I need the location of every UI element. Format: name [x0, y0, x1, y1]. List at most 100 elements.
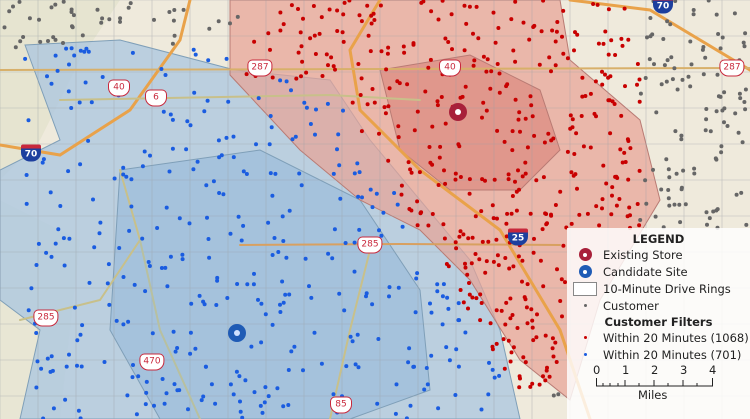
blue-customer-point — [193, 52, 198, 57]
blue-customer-point — [241, 169, 246, 174]
blue-customer-point — [268, 114, 273, 118]
red-customer-point — [525, 321, 530, 326]
blue-customer-point — [355, 161, 360, 166]
existing-store-marker[interactable] — [449, 103, 467, 121]
customer-point — [70, 24, 74, 29]
customer-point — [666, 196, 671, 201]
blue-customer-point — [175, 346, 180, 350]
red-customer-point — [463, 265, 468, 270]
customer-point — [645, 35, 649, 40]
customer-point — [170, 41, 175, 46]
red-customer-point — [505, 211, 510, 216]
red-customer-point — [538, 258, 543, 263]
candidate-site-marker[interactable] — [228, 324, 246, 342]
red-customer-point — [430, 124, 435, 129]
red-customer-point — [401, 44, 406, 49]
blue-customer-point — [286, 403, 291, 407]
red-customer-point — [622, 150, 627, 155]
red-customer-point — [499, 308, 504, 313]
blue-customer-point — [309, 295, 314, 300]
blue-customer-point — [238, 409, 243, 414]
red-customer-point — [575, 32, 580, 37]
customer-point — [638, 218, 643, 222]
blue-customer-point — [89, 100, 94, 105]
blue-customer-point — [256, 96, 261, 101]
blue-customer-point — [211, 179, 216, 184]
red-customer-point — [412, 128, 417, 133]
red-customer-point — [569, 221, 574, 226]
customer-point — [706, 0, 711, 3]
red-customer-point — [359, 129, 364, 134]
blue-customer-point — [215, 275, 220, 280]
red-customer-point — [510, 129, 515, 134]
blue-customer-point — [29, 286, 34, 291]
blue-customer-point — [44, 250, 49, 255]
red-customer-point — [592, 111, 597, 116]
red-customer-point — [524, 305, 529, 310]
blue-customer-point — [69, 106, 74, 110]
blue-customer-point — [266, 220, 271, 225]
blue-customer-point — [224, 135, 229, 140]
red-customer-point — [266, 31, 271, 36]
blue-customer-point — [338, 196, 343, 201]
red-customer-point — [298, 30, 303, 35]
red-customer-point — [517, 385, 522, 390]
us-470-shield: 470 — [139, 353, 165, 371]
blue-customer-point — [252, 271, 256, 276]
blue-customer-point — [171, 329, 176, 334]
red-customer-point — [484, 69, 489, 74]
red-customer-point — [467, 191, 472, 196]
blue-customer-point — [121, 275, 126, 279]
customer-point — [743, 87, 748, 92]
red-customer-point — [534, 335, 539, 340]
blue-customer-point — [341, 108, 345, 113]
red-customer-point — [467, 292, 472, 297]
red-customer-point — [534, 178, 539, 183]
red-customer-point — [570, 117, 575, 122]
customer-point — [654, 110, 659, 115]
blue-customer-point — [121, 322, 126, 327]
red-customer-point — [561, 243, 566, 248]
red-customer-point — [327, 7, 332, 12]
blue-customer-point — [45, 74, 49, 79]
blue-customer-point — [344, 364, 349, 369]
blue-customer-point — [130, 50, 135, 55]
blue-customer-point — [125, 393, 130, 398]
blue-customer-point — [352, 240, 357, 245]
blue-customer-point — [348, 334, 353, 339]
red-customer-point — [595, 2, 600, 7]
red-customer-point — [491, 10, 496, 15]
red-customer-point — [443, 121, 448, 126]
blue-customer-point — [62, 263, 67, 268]
blue-customer-point — [36, 241, 41, 246]
blue-customer-point — [337, 163, 342, 168]
customer-point — [172, 33, 177, 38]
blue-customer-point — [292, 344, 297, 349]
interstate-25-shield: 25 — [508, 228, 528, 246]
red-customer-point — [415, 223, 420, 228]
legend-filter-blue: Within 20 Minutes (701) — [573, 346, 750, 363]
red-customer-point — [458, 175, 463, 179]
customer-point — [207, 26, 212, 31]
red-customer-point — [635, 62, 640, 66]
blue-customer-point — [162, 401, 167, 406]
red-customer-point — [626, 177, 631, 182]
red-customer-point — [577, 212, 582, 217]
red-customer-point — [311, 4, 316, 8]
blue-customer-point — [87, 280, 92, 285]
customer-point — [152, 17, 156, 22]
red-customer-point — [304, 70, 309, 75]
blue-customer-point — [126, 319, 131, 324]
blue-customer-point — [34, 331, 39, 335]
customer-point — [38, 39, 43, 44]
blue-customer-point — [281, 239, 286, 243]
blue-customer-point — [49, 254, 54, 259]
blue-customer-point — [331, 392, 336, 397]
red-customer-point — [470, 295, 475, 300]
blue-customer-point — [129, 204, 134, 209]
blue-customer-point — [299, 183, 304, 188]
customer-point — [692, 171, 697, 176]
blue-customer-point — [243, 378, 248, 383]
customer-point — [551, 393, 556, 398]
